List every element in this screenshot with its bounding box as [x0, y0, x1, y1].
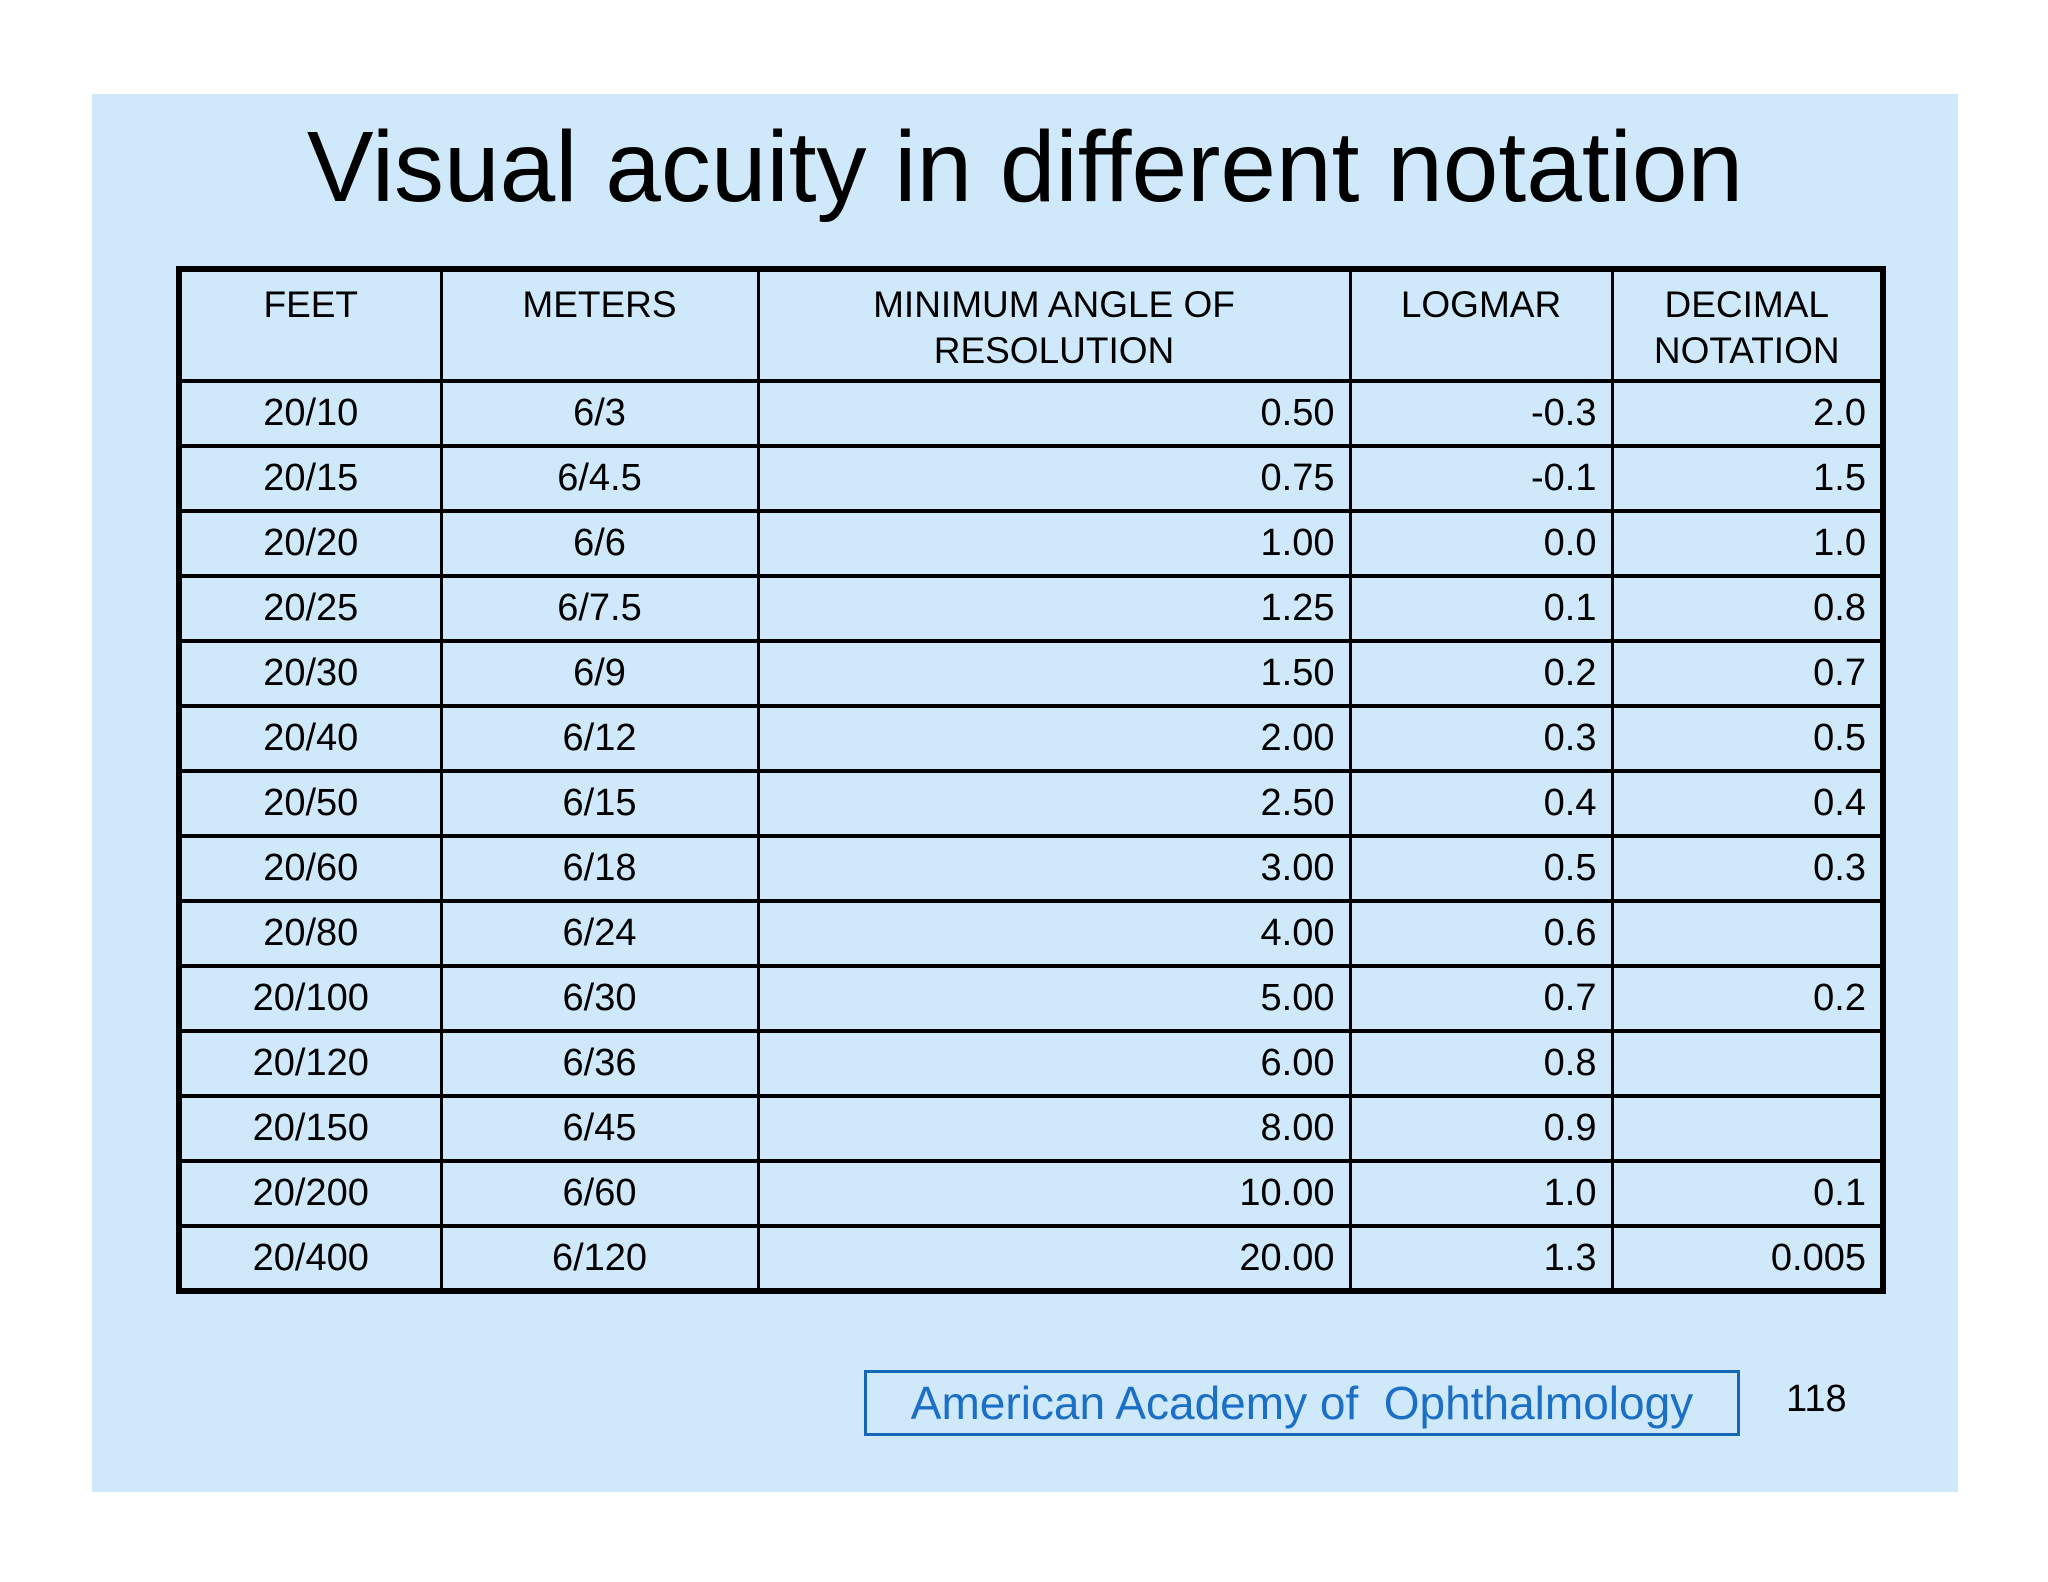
cell-feet: 20/60: [177, 834, 443, 903]
cell-decimal: 0.005: [1610, 1224, 1885, 1293]
cell-meters: 6/15: [439, 769, 760, 838]
cell-feet: 20/100: [177, 964, 443, 1033]
credit-box: American Academy of Ophthalmology: [864, 1370, 1740, 1436]
cell-mar: 10.00: [756, 1159, 1352, 1228]
cell-mar: 1.50: [756, 639, 1352, 708]
cell-feet: 20/50: [177, 769, 443, 838]
cell-feet: 20/25: [177, 574, 443, 643]
cell-mar: 5.00: [756, 964, 1352, 1033]
cell-mar: 2.00: [756, 704, 1352, 773]
table-row: 20/80 6/24 4.00 0.6: [177, 899, 1885, 968]
col-header-mar: MINIMUM ANGLE OF RESOLUTION: [756, 267, 1352, 383]
cell-decimal: 0.7: [1610, 639, 1885, 708]
cell-logmar: -0.3: [1348, 379, 1614, 448]
cell-logmar: 0.4: [1348, 769, 1614, 838]
cell-feet: 20/150: [177, 1094, 443, 1163]
cell-mar: 0.50: [756, 379, 1352, 448]
table-row: 20/20 6/6 1.00 0.0 1.0: [177, 509, 1885, 578]
cell-meters: 6/12: [439, 704, 760, 773]
cell-mar: 8.00: [756, 1094, 1352, 1163]
cell-logmar: 0.7: [1348, 964, 1614, 1033]
cell-meters: 6/45: [439, 1094, 760, 1163]
cell-decimal: 2.0: [1610, 379, 1885, 448]
cell-mar: 0.75: [756, 444, 1352, 513]
cell-mar: 1.25: [756, 574, 1352, 643]
cell-mar: 3.00: [756, 834, 1352, 903]
cell-logmar: 0.6: [1348, 899, 1614, 968]
table-row: 20/10 6/3 0.50 -0.3 2.0: [177, 379, 1885, 448]
cell-feet: 20/80: [177, 899, 443, 968]
cell-feet: 20/40: [177, 704, 443, 773]
table-header-row: FEET METERS MINIMUM ANGLE OF RESOLUTION …: [177, 267, 1885, 383]
col-header-feet: FEET: [177, 267, 443, 383]
cell-logmar: -0.1: [1348, 444, 1614, 513]
cell-logmar: 0.0: [1348, 509, 1614, 578]
slide-page-number: 118: [1786, 1378, 1847, 1420]
table-row: 20/40 6/12 2.00 0.3 0.5: [177, 704, 1885, 773]
slide: Visual acuity in different notation FEET…: [92, 94, 1958, 1492]
cell-meters: 6/3: [439, 379, 760, 448]
cell-meters: 6/4.5: [439, 444, 760, 513]
cell-decimal: [1610, 1029, 1885, 1098]
cell-meters: 6/36: [439, 1029, 760, 1098]
cell-decimal: 1.0: [1610, 509, 1885, 578]
table-row: 20/15 6/4.5 0.75 -0.1 1.5: [177, 444, 1885, 513]
cell-mar: 4.00: [756, 899, 1352, 968]
cell-decimal: 0.5: [1610, 704, 1885, 773]
cell-meters: 6/120: [439, 1224, 760, 1293]
col-header-logmar: LOGMAR: [1348, 267, 1614, 383]
table-row: 20/60 6/18 3.00 0.5 0.3: [177, 834, 1885, 903]
cell-feet: 20/15: [177, 444, 443, 513]
cell-logmar: 0.3: [1348, 704, 1614, 773]
cell-decimal: 1.5: [1610, 444, 1885, 513]
cell-feet: 20/200: [177, 1159, 443, 1228]
cell-decimal: 0.1: [1610, 1159, 1885, 1228]
cell-meters: 6/24: [439, 899, 760, 968]
cell-meters: 6/60: [439, 1159, 760, 1228]
cell-meters: 6/6: [439, 509, 760, 578]
col-header-decimal: DECIMAL NOTATION: [1610, 267, 1885, 383]
cell-logmar: 1.3: [1348, 1224, 1614, 1293]
cell-decimal: [1610, 899, 1885, 968]
cell-logmar: 0.2: [1348, 639, 1614, 708]
cell-mar: 1.00: [756, 509, 1352, 578]
table-row: 20/150 6/45 8.00 0.9: [177, 1094, 1885, 1163]
credit-text: American Academy of Ophthalmology: [910, 1377, 1694, 1429]
cell-mar: 6.00: [756, 1029, 1352, 1098]
cell-meters: 6/30: [439, 964, 760, 1033]
page-title: Visual acuity in different notation: [306, 111, 1744, 223]
acuity-table: FEET METERS MINIMUM ANGLE OF RESOLUTION …: [176, 266, 1886, 1294]
cell-decimal: [1610, 1094, 1885, 1163]
table-row: 20/100 6/30 5.00 0.7 0.2: [177, 964, 1885, 1033]
table-row: 20/25 6/7.5 1.25 0.1 0.8: [177, 574, 1885, 643]
cell-mar: 20.00: [756, 1224, 1352, 1293]
cell-feet: 20/10: [177, 379, 443, 448]
table-row: 20/400 6/120 20.00 1.3 0.005: [177, 1224, 1885, 1293]
table-row: 20/120 6/36 6.00 0.8: [177, 1029, 1885, 1098]
cell-feet: 20/400: [177, 1224, 443, 1293]
table-row: 20/50 6/15 2.50 0.4 0.4: [177, 769, 1885, 838]
cell-logmar: 0.1: [1348, 574, 1614, 643]
cell-logmar: 0.9: [1348, 1094, 1614, 1163]
cell-decimal: 0.4: [1610, 769, 1885, 838]
cell-meters: 6/18: [439, 834, 760, 903]
cell-decimal: 0.2: [1610, 964, 1885, 1033]
cell-logmar: 0.8: [1348, 1029, 1614, 1098]
cell-feet: 20/120: [177, 1029, 443, 1098]
cell-decimal: 0.8: [1610, 574, 1885, 643]
cell-meters: 6/9: [439, 639, 760, 708]
cell-decimal: 0.3: [1610, 834, 1885, 903]
cell-feet: 20/20: [177, 509, 443, 578]
table-row: 20/30 6/9 1.50 0.2 0.7: [177, 639, 1885, 708]
cell-meters: 6/7.5: [439, 574, 760, 643]
table-row: 20/200 6/60 10.00 1.0 0.1: [177, 1159, 1885, 1228]
col-header-meters: METERS: [439, 267, 760, 383]
cell-feet: 20/30: [177, 639, 443, 708]
cell-logmar: 0.5: [1348, 834, 1614, 903]
cell-mar: 2.50: [756, 769, 1352, 838]
cell-logmar: 1.0: [1348, 1159, 1614, 1228]
